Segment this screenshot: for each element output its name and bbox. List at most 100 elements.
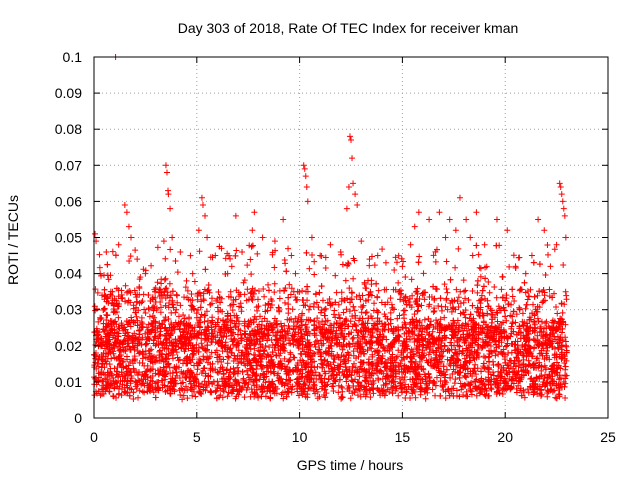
data-point (339, 384, 346, 391)
data-point (303, 328, 310, 335)
data-point (106, 388, 113, 395)
data-point (543, 331, 550, 338)
data-point (191, 278, 198, 285)
data-point (407, 395, 414, 402)
data-point (358, 303, 365, 310)
data-point (454, 356, 461, 363)
data-point (249, 389, 256, 396)
data-point (441, 342, 448, 349)
data-point (525, 293, 532, 300)
data-point (285, 358, 292, 365)
data-point (110, 393, 117, 400)
data-point (536, 261, 543, 268)
data-point (284, 316, 291, 323)
data-point (394, 353, 401, 360)
data-point (186, 369, 193, 376)
data-point (214, 319, 221, 326)
data-point (219, 366, 226, 373)
data-point (340, 353, 347, 360)
data-point (183, 335, 190, 342)
data-point (462, 320, 469, 327)
data-point (387, 360, 394, 367)
data-point (285, 245, 292, 252)
data-point (368, 372, 375, 379)
data-point (447, 339, 454, 346)
data-point (416, 318, 423, 325)
data-point (273, 320, 280, 327)
data-point (456, 393, 463, 400)
data-point (367, 375, 374, 382)
data-point (390, 362, 397, 369)
data-point (486, 289, 493, 296)
data-point (143, 324, 150, 331)
data-point (407, 363, 414, 370)
data-point (230, 357, 237, 364)
data-point (402, 342, 409, 349)
data-point (241, 277, 248, 284)
data-point (144, 373, 151, 380)
data-point (441, 281, 448, 288)
data-point (213, 354, 220, 361)
data-point (495, 351, 502, 358)
data-point (510, 252, 517, 259)
data-point (322, 265, 329, 272)
data-point (473, 384, 480, 391)
data-point (313, 325, 320, 332)
data-point (381, 392, 388, 399)
data-point (324, 299, 331, 306)
data-point (362, 327, 369, 334)
data-point (493, 344, 500, 351)
data-point (361, 377, 368, 384)
data-point (363, 368, 370, 375)
data-point (134, 381, 141, 388)
data-point (400, 376, 407, 383)
data-point (103, 317, 110, 324)
data-point (158, 292, 165, 299)
data-point (302, 288, 309, 295)
data-point (200, 297, 207, 304)
data-point (261, 315, 268, 322)
data-point (525, 369, 532, 376)
data-point (401, 315, 408, 322)
data-point (322, 305, 329, 312)
data-point (186, 339, 193, 346)
data-point (424, 325, 431, 332)
data-point (408, 359, 415, 366)
data-point (527, 286, 534, 293)
data-point (521, 394, 528, 401)
data-point (344, 259, 351, 266)
data-point (401, 374, 408, 381)
data-point (404, 367, 411, 374)
data-point (371, 322, 378, 329)
data-point (285, 310, 292, 317)
data-point (563, 347, 570, 354)
data-point (444, 347, 451, 354)
data-point (510, 328, 517, 335)
data-point (218, 343, 225, 350)
data-point (288, 316, 295, 323)
data-point (330, 359, 337, 366)
data-point (400, 297, 407, 304)
data-point (488, 329, 495, 336)
data-point (142, 310, 149, 317)
data-point (517, 387, 524, 394)
data-point (203, 308, 210, 315)
data-point (275, 304, 282, 311)
data-point (221, 329, 228, 336)
data-point (200, 353, 207, 360)
data-point (522, 362, 529, 369)
data-point (189, 392, 196, 399)
data-point (460, 299, 467, 306)
data-point (257, 372, 264, 379)
data-point (454, 339, 461, 346)
data-point (150, 307, 157, 314)
data-point (354, 332, 361, 339)
data-point (474, 282, 481, 289)
data-point (261, 293, 268, 300)
data-point (384, 315, 391, 322)
data-point (520, 322, 527, 329)
data-point (413, 380, 420, 387)
data-point (304, 283, 311, 290)
data-point (279, 389, 286, 396)
